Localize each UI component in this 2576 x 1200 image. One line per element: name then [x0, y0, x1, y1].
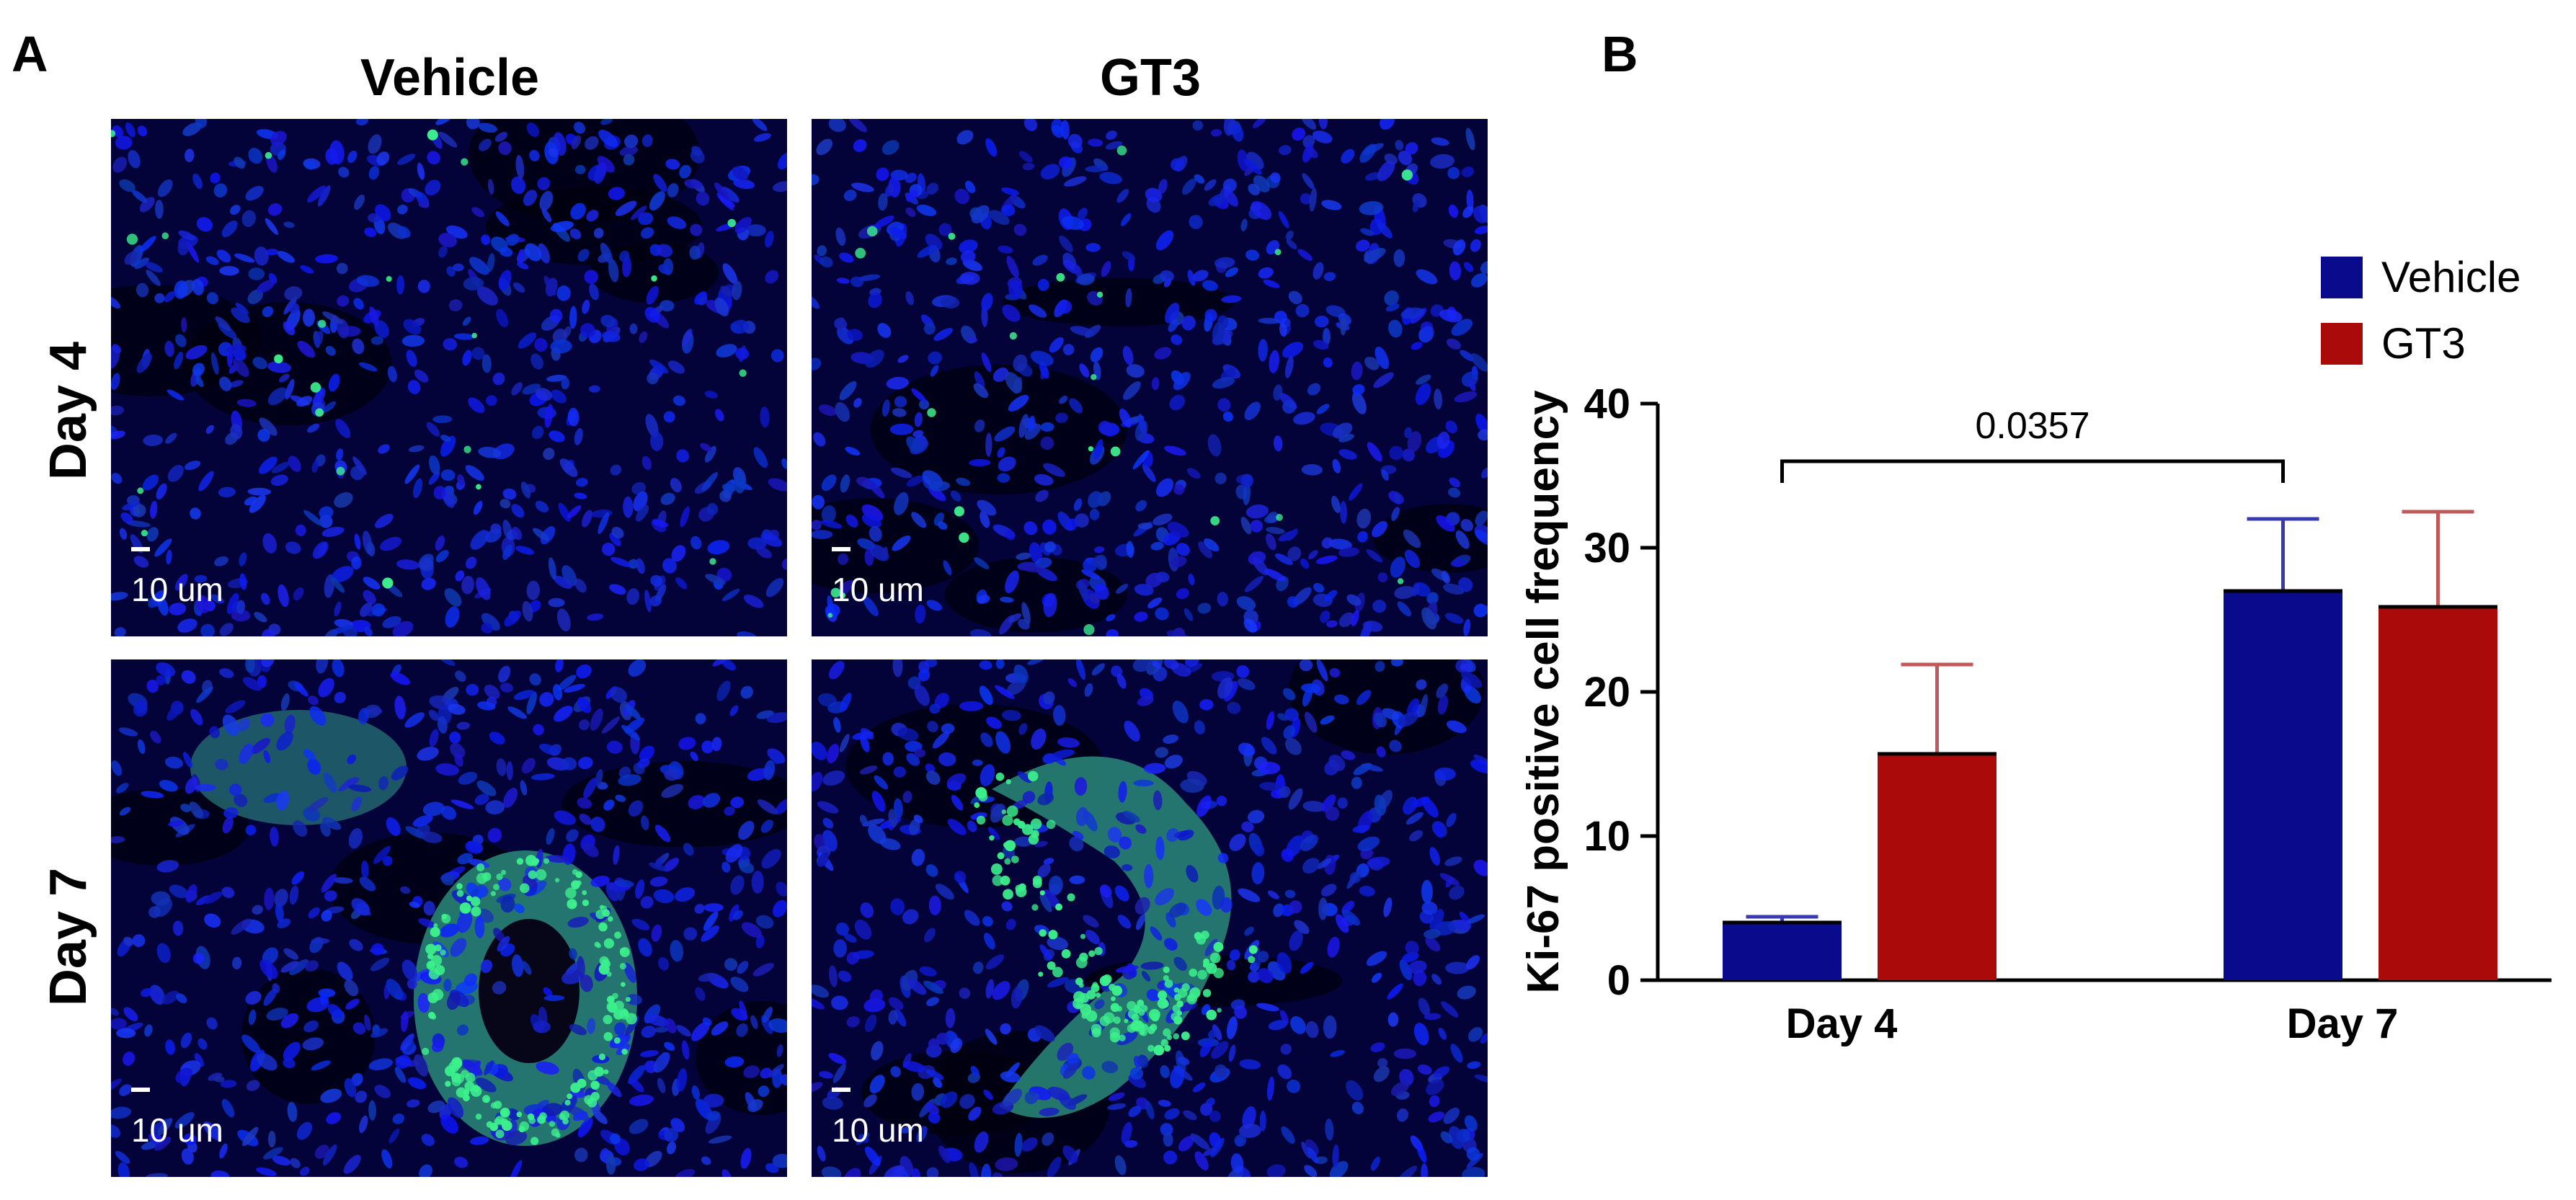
legend-label-vehicle: Vehicle [2381, 253, 2521, 301]
x-tick-label: Day 4 [1786, 1000, 1898, 1047]
micrograph-gt3-day7: 10 um [812, 659, 1488, 1177]
micrograph-vehicle-day4: 10 um [111, 119, 787, 636]
y-tick-label: 30 [1584, 525, 1630, 572]
micrograph-gt3-day4: 10 um [812, 119, 1488, 636]
legend-item-gt3: GT3 [2321, 319, 2466, 368]
micrograph-image [812, 119, 1488, 636]
row-title-day7: Day 7 [40, 867, 97, 1007]
significance-bracket [1780, 459, 2285, 483]
scale-bar-label: 10 um [131, 571, 223, 608]
panel-b-label: B [1602, 26, 1638, 82]
y-tick-label: 40 [1584, 381, 1630, 427]
legend-label-gt3: GT3 [2381, 319, 2466, 368]
scale-bar-label: 10 um [131, 1111, 223, 1149]
x-tick-label: Day 7 [2287, 1000, 2399, 1047]
scale-bar [131, 1088, 150, 1092]
bar-gt3-day7 [2379, 607, 2497, 980]
scale-bar-label: 10 um [832, 571, 924, 608]
micrograph-vehicle-day7: 10 um [111, 659, 787, 1177]
y-tick-label: 20 [1584, 669, 1630, 716]
micrograph-image [111, 659, 787, 1177]
scale-bar [832, 1088, 850, 1092]
legend-item-vehicle: Vehicle [2321, 252, 2521, 302]
scale-bar [832, 547, 850, 551]
column-title-gt3: GT3 [1099, 49, 1202, 107]
legend-swatch-gt3 [2321, 322, 2363, 365]
y-axis-label: Ki-67 positive cell frequency [1519, 390, 1568, 994]
y-tick-label: 0 [1607, 957, 1630, 1004]
p-value-label: 0.0357 [1975, 405, 2089, 447]
micrograph-image [111, 119, 787, 636]
scale-bar-label: 10 um [832, 1111, 924, 1149]
bar-vehicle-day7 [2224, 591, 2342, 980]
bar-chart: 0 10 20 30 40 Ki-67 positive cell frequency Da… [1519, 381, 2551, 1047]
row-title-day4: Day 4 [40, 341, 97, 481]
scale-bar [131, 547, 150, 551]
bar-vehicle-day4 [1723, 923, 1842, 980]
y-tick-label: 10 [1584, 813, 1630, 860]
legend-swatch-vehicle [2321, 256, 2363, 298]
column-title-vehicle: Vehicle [360, 49, 540, 107]
panel-a-label: A [12, 26, 48, 82]
micrograph-image [812, 659, 1488, 1177]
bar-gt3-day4 [1878, 754, 1997, 980]
